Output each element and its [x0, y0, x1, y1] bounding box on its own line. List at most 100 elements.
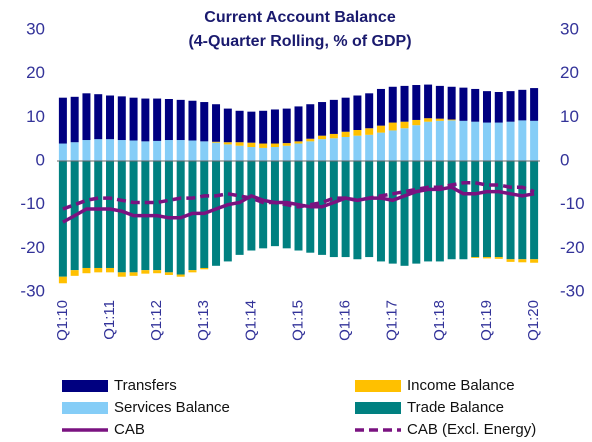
bar: [494, 122, 503, 161]
x-tick-label: Q1:14: [242, 300, 259, 341]
bar: [294, 143, 303, 161]
legend-label: Trade Balance: [407, 399, 504, 416]
bar: [70, 96, 79, 143]
line: [62, 181, 535, 211]
bar: [82, 267, 91, 274]
bar: [506, 259, 515, 262]
y2-tick-label: -10: [560, 194, 585, 213]
bar: [117, 161, 126, 273]
bar: [506, 91, 515, 122]
bar: [424, 84, 433, 119]
bar: [306, 138, 315, 142]
bar: [447, 120, 456, 161]
bar: [341, 97, 350, 132]
y2-tick-label: 10: [560, 107, 579, 126]
bar: [459, 161, 468, 260]
legend-label: Services Balance: [114, 399, 230, 416]
bar: [518, 89, 527, 121]
y2-tick-label: 0: [560, 150, 569, 169]
bar: [306, 141, 315, 161]
legend-swatch: [62, 380, 108, 392]
bar: [58, 161, 67, 277]
bar: [259, 161, 268, 249]
bar: [294, 141, 303, 144]
bar: [506, 121, 515, 161]
bar: [106, 267, 115, 273]
bar: [176, 274, 185, 277]
bar: [329, 99, 338, 134]
bar: [353, 135, 362, 161]
bar: [70, 270, 79, 276]
bar: [200, 267, 209, 270]
bar: [141, 270, 150, 274]
bar: [200, 141, 209, 161]
bar: [247, 161, 256, 251]
bar: [518, 259, 527, 263]
bar: [223, 161, 232, 262]
bar: [70, 142, 79, 161]
y2-tick-label: 20: [560, 63, 579, 82]
legend-label: Income Balance: [407, 377, 515, 394]
y2-tick-label: -30: [560, 281, 585, 300]
bar: [82, 140, 91, 161]
bar: [435, 161, 444, 262]
y-tick-label: 10: [26, 107, 45, 126]
bar: [365, 134, 374, 161]
bar: [235, 110, 244, 143]
bar: [424, 121, 433, 161]
y-tick-label: -30: [20, 281, 45, 300]
y-tick-label: 30: [26, 19, 45, 38]
chart-title: Current Account Balance: [204, 9, 396, 26]
bar: [82, 161, 91, 268]
bar: [223, 108, 232, 143]
bar: [117, 272, 126, 277]
bar: [58, 276, 67, 284]
bar: [306, 104, 315, 139]
bar: [282, 145, 291, 161]
bar: [341, 136, 350, 161]
bar: [212, 142, 221, 161]
bar: [129, 97, 138, 141]
bar: [353, 95, 362, 130]
bar: [259, 110, 268, 144]
bar: [447, 161, 456, 260]
bar: [153, 140, 162, 161]
bar: [412, 161, 421, 264]
bar: [388, 161, 397, 264]
y-tick-label: 20: [26, 63, 45, 82]
bar: [530, 88, 539, 121]
bar: [188, 140, 197, 161]
bar: [164, 98, 173, 141]
bar: [376, 132, 385, 161]
bar: [329, 161, 338, 258]
bar: [459, 120, 468, 161]
bar: [318, 135, 327, 140]
bar: [376, 161, 385, 262]
bar: [400, 128, 409, 161]
legend-label: CAB: [114, 421, 145, 438]
bar: [424, 118, 433, 122]
x-tick-label: Q1:10: [54, 300, 71, 341]
bar: [259, 143, 268, 148]
bar: [341, 131, 350, 137]
bar: [94, 161, 103, 268]
bar: [424, 161, 433, 262]
x-tick-label: Q1:11: [101, 300, 118, 340]
bar: [318, 139, 327, 161]
bar: [294, 106, 303, 142]
bar: [471, 161, 480, 258]
bar: [106, 95, 115, 140]
bar: [494, 161, 503, 258]
bar: [530, 259, 539, 263]
bar: [176, 99, 185, 141]
bar: [188, 161, 197, 271]
bar: [506, 161, 515, 260]
bar: [94, 139, 103, 161]
bar: [164, 140, 173, 161]
bar: [412, 125, 421, 161]
bar: [82, 93, 91, 141]
bar: [223, 142, 232, 145]
bar: [482, 257, 491, 259]
bar: [129, 140, 138, 161]
bar: [376, 88, 385, 126]
